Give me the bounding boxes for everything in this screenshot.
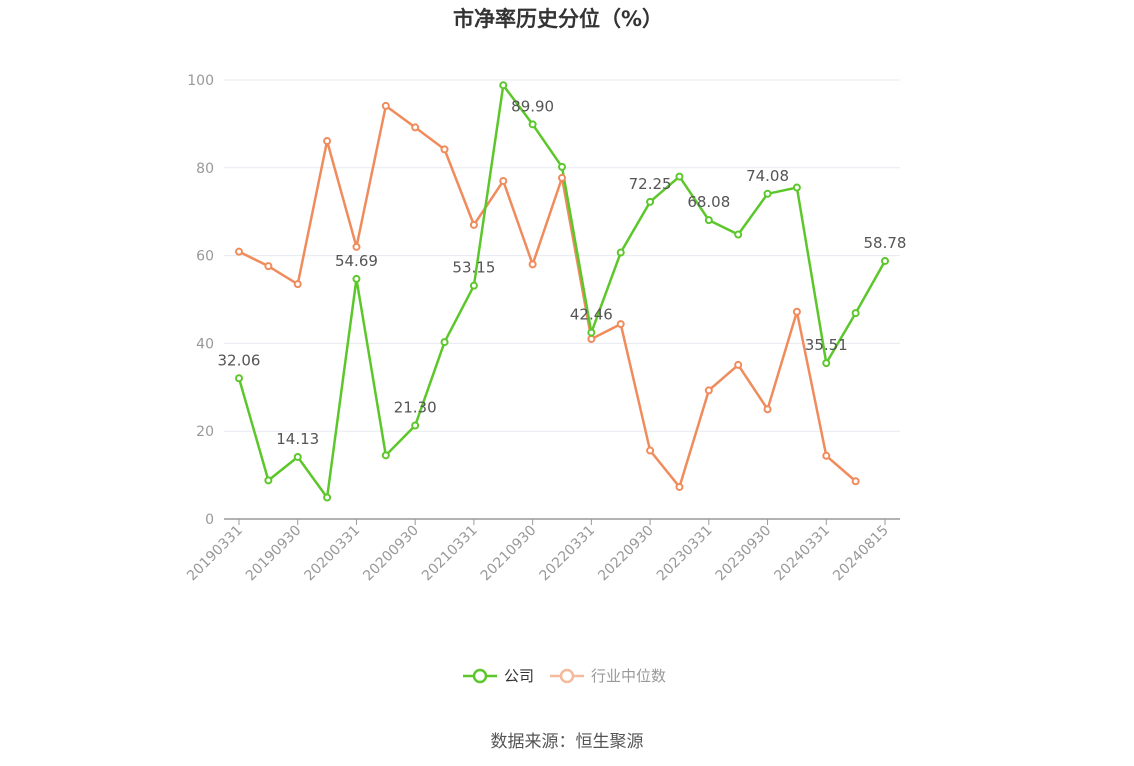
data-point-company[interactable] [352, 274, 361, 283]
data-point-company[interactable] [264, 476, 273, 485]
data-point-company[interactable] [499, 81, 508, 90]
data-point-company[interactable] [646, 197, 655, 206]
legend-item-industry[interactable]: 行业中位数 [550, 667, 666, 685]
data-point-company[interactable] [675, 172, 684, 181]
x-tick-label: 20210331 [419, 523, 481, 585]
data-point-company[interactable] [704, 216, 713, 225]
data-label: 74.08 [746, 167, 789, 185]
data-point-industry[interactable] [499, 176, 508, 185]
x-tick-label: 20220930 [595, 523, 657, 585]
data-point-industry[interactable] [822, 451, 831, 460]
y-tick-label: 0 [205, 512, 214, 528]
data-point-company[interactable] [469, 281, 478, 290]
data-label: 54.69 [335, 252, 378, 270]
data-point-company[interactable] [851, 309, 860, 318]
data-point-industry[interactable] [792, 307, 801, 316]
grid [224, 79, 900, 432]
x-tick-label: 20190930 [243, 523, 305, 585]
data-point-industry[interactable] [704, 386, 713, 395]
legend-item-company[interactable]: 公司 [463, 667, 534, 685]
x-tick-label: 20230930 [713, 523, 775, 585]
series-line-industry [238, 104, 857, 489]
x-tick-label: 20200331 [302, 523, 364, 585]
data-point-company[interactable] [323, 493, 332, 502]
data-point-industry[interactable] [763, 405, 772, 414]
data-point-industry[interactable] [587, 335, 596, 344]
data-point-industry[interactable] [558, 173, 566, 182]
data-label: 68.08 [687, 193, 730, 211]
y-tick-label: 60 [196, 249, 214, 265]
data-point-industry[interactable] [293, 280, 302, 289]
data-point-company[interactable] [411, 421, 420, 430]
data-point-company[interactable] [381, 451, 390, 460]
series-points [235, 81, 889, 502]
data-label: 89.90 [511, 97, 554, 115]
chart-title: 市净率历史分位（%） [453, 7, 663, 31]
series-line-company [237, 84, 887, 499]
x-tick-label: 20240815 [830, 523, 892, 585]
data-label: 35.51 [805, 336, 848, 354]
data-point-company[interactable] [293, 452, 302, 461]
data-point-industry[interactable] [469, 220, 478, 229]
data-label: 72.25 [629, 175, 672, 193]
legend-label-company: 公司 [504, 667, 534, 685]
series-lines [237, 84, 887, 499]
data-point-company[interactable] [528, 120, 537, 129]
data-label: 21.30 [394, 398, 437, 416]
x-tick-label: 20200930 [360, 523, 422, 585]
data-label: 42.46 [570, 306, 613, 324]
data-point-industry[interactable] [235, 247, 243, 256]
data-point-company[interactable] [881, 256, 889, 265]
y-tick-label: 20 [196, 424, 214, 440]
data-label: 14.13 [276, 430, 319, 448]
data-source: 数据来源：恒生聚源 [491, 732, 644, 752]
data-point-industry[interactable] [440, 145, 449, 154]
data-point-industry[interactable] [646, 446, 655, 455]
x-tick-label: 20240331 [771, 523, 833, 585]
data-point-company[interactable] [558, 162, 566, 171]
data-point-industry[interactable] [264, 262, 273, 271]
legend: 公司 行业中位数 [463, 667, 666, 685]
y-tick-label: 40 [196, 336, 214, 352]
data-point-company[interactable] [235, 374, 243, 383]
x-tick-label: 20210930 [478, 523, 540, 585]
data-point-company[interactable] [734, 230, 743, 239]
data-point-industry[interactable] [616, 320, 625, 329]
x-tick-label: 20220331 [536, 523, 598, 585]
data-label: 32.06 [218, 351, 261, 369]
data-point-industry[interactable] [411, 123, 420, 132]
data-point-company[interactable] [616, 248, 625, 257]
legend-label-industry: 行业中位数 [591, 667, 666, 685]
data-point-industry[interactable] [851, 477, 860, 486]
data-point-company[interactable] [792, 183, 801, 192]
data-point-industry[interactable] [528, 260, 537, 269]
data-label: 58.78 [864, 234, 907, 252]
x-tick-label: 20230331 [654, 523, 716, 585]
data-point-industry[interactable] [734, 360, 743, 369]
data-point-company[interactable] [440, 338, 449, 347]
y-tick-label: 100 [187, 73, 214, 89]
data-label: 53.15 [452, 259, 495, 277]
data-labels: 32.06 14.13 54.69 21.30 53.15 89.90 42.46 72.25… [218, 97, 907, 448]
data-point-industry[interactable] [675, 482, 684, 491]
data-point-industry[interactable] [381, 101, 390, 110]
x-tick-label: 20190331 [184, 523, 246, 585]
data-point-industry[interactable] [323, 137, 332, 146]
data-point-company[interactable] [587, 328, 596, 337]
y-tick-label: 80 [196, 161, 214, 177]
data-point-company[interactable] [763, 189, 772, 198]
data-point-company[interactable] [822, 359, 831, 368]
data-point-industry[interactable] [352, 242, 361, 251]
